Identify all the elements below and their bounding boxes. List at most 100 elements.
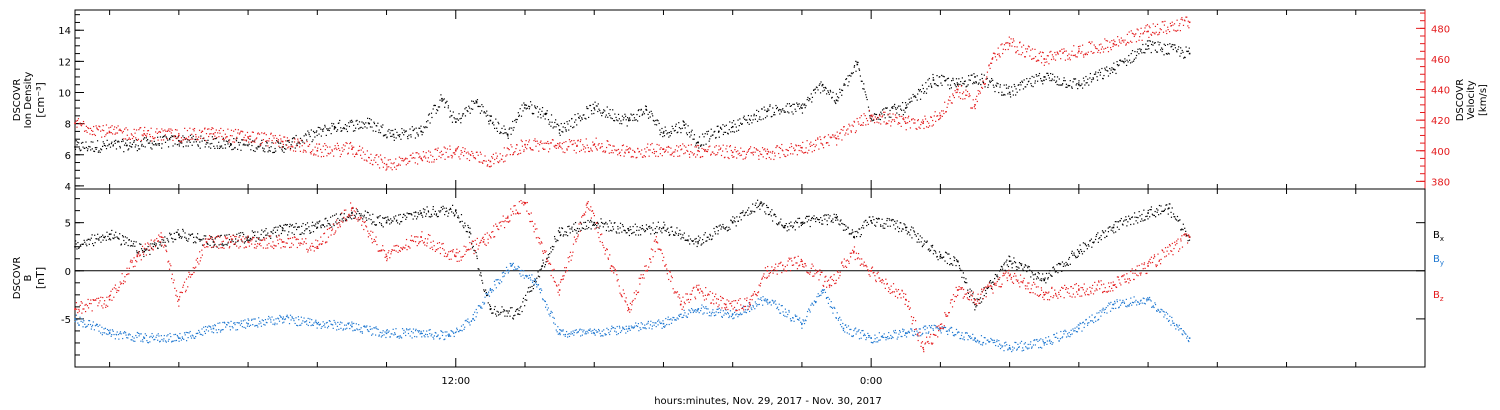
bx-series-sample bbox=[435, 214, 437, 216]
bx-series-sample bbox=[747, 214, 749, 216]
velocity-series-sample bbox=[1163, 24, 1165, 26]
density-series-sample bbox=[404, 131, 406, 133]
velocity-series-sample bbox=[566, 148, 568, 150]
velocity-series-sample bbox=[364, 153, 366, 156]
by-series-sample bbox=[149, 336, 151, 338]
density-series-sample bbox=[299, 143, 301, 145]
bx-series-sample bbox=[987, 287, 990, 289]
density-series-sample bbox=[397, 134, 399, 136]
bx-series-sample bbox=[76, 248, 78, 250]
density-series-sample bbox=[529, 101, 532, 103]
velocity-series-sample bbox=[918, 126, 920, 128]
density-series-sample bbox=[295, 134, 297, 137]
bx-series-sample bbox=[888, 218, 890, 220]
bx-series-sample bbox=[184, 236, 186, 238]
bx-series-sample bbox=[710, 238, 712, 241]
velocity-series-sample bbox=[358, 145, 361, 147]
density-series-sample bbox=[197, 144, 199, 146]
bx-series-sample bbox=[524, 299, 526, 301]
velocity-series-sample bbox=[664, 150, 666, 153]
velocity-series-sample bbox=[300, 139, 303, 141]
density-series-point bbox=[1078, 83, 1080, 86]
velocity-series-sample bbox=[827, 142, 829, 144]
density-series-sample bbox=[1103, 74, 1105, 77]
density-series-sample bbox=[609, 114, 611, 117]
density-series-sample bbox=[338, 122, 340, 124]
velocity-series-sample bbox=[107, 132, 109, 134]
velocity-series-sample bbox=[917, 120, 919, 122]
bx-series-sample bbox=[502, 311, 504, 313]
density-series-sample bbox=[972, 83, 974, 85]
velocity-series-sample bbox=[456, 147, 459, 149]
velocity-series-sample bbox=[636, 156, 638, 159]
by-series-sample bbox=[295, 317, 297, 319]
bx-series-sample bbox=[1051, 275, 1053, 277]
bx-series-sample bbox=[272, 229, 274, 231]
velocity-series-sample bbox=[75, 120, 77, 122]
bx-series-sample bbox=[918, 241, 920, 243]
density-series-sample bbox=[79, 150, 81, 152]
bx-series-sample bbox=[1042, 278, 1044, 280]
by-series-sample bbox=[254, 318, 256, 320]
density-series-sample bbox=[349, 120, 351, 122]
by-series-sample bbox=[239, 324, 242, 326]
velocity-series-sample bbox=[496, 155, 499, 157]
density-series-sample bbox=[581, 118, 583, 120]
density-series-sample bbox=[737, 129, 740, 131]
bx-series-sample bbox=[120, 243, 123, 245]
velocity-series-sample bbox=[989, 62, 992, 64]
density-series-sample bbox=[994, 90, 996, 93]
density-series-sample bbox=[1023, 79, 1025, 81]
velocity-series-sample bbox=[1026, 48, 1029, 50]
bx-series-sample bbox=[697, 235, 700, 237]
bx-series-sample bbox=[621, 231, 623, 233]
by-series-sample bbox=[189, 330, 191, 333]
bx-series-sample bbox=[948, 253, 950, 255]
velocity-series-sample bbox=[592, 144, 594, 146]
velocity-series-sample bbox=[1065, 50, 1067, 52]
density-series-sample bbox=[513, 126, 515, 129]
velocity-series-sample bbox=[869, 117, 871, 119]
by-series-sample bbox=[357, 329, 359, 331]
density-series-sample bbox=[1077, 88, 1079, 90]
velocity-series-sample bbox=[894, 114, 897, 116]
by-series-sample bbox=[429, 332, 431, 335]
bx-series-sample bbox=[953, 256, 955, 258]
bx-series-sample bbox=[319, 220, 321, 222]
bx-series-sample bbox=[226, 244, 228, 246]
density-series-sample bbox=[782, 108, 784, 110]
density-series-sample bbox=[764, 109, 766, 111]
velocity-series-sample bbox=[501, 158, 503, 161]
velocity-series-sample bbox=[1062, 51, 1064, 54]
density-series-sample bbox=[228, 146, 231, 148]
bx-series-sample bbox=[470, 233, 472, 235]
bx-series-sample bbox=[294, 226, 296, 228]
density-series-sample bbox=[449, 116, 451, 118]
bx-series-sample bbox=[175, 231, 177, 233]
velocity-series-sample bbox=[992, 52, 995, 54]
velocity-series-sample bbox=[499, 153, 501, 155]
velocity-series-sample bbox=[785, 155, 787, 158]
bx-series-sample bbox=[686, 239, 688, 242]
by-series-sample bbox=[372, 333, 374, 335]
velocity-series-sample bbox=[683, 153, 685, 155]
bx-series-sample bbox=[810, 219, 812, 222]
velocity-series-sample bbox=[125, 127, 127, 129]
density-series-sample bbox=[411, 126, 413, 128]
velocity-series-sample bbox=[868, 109, 871, 112]
bx-series-sample bbox=[288, 226, 291, 228]
velocity-series-sample bbox=[604, 151, 606, 154]
velocity-series-sample bbox=[1005, 42, 1007, 44]
bx-series-sample bbox=[733, 217, 736, 219]
density-series-sample bbox=[579, 115, 581, 117]
bx-series-sample bbox=[1071, 252, 1073, 254]
bx-series-sample bbox=[130, 240, 132, 242]
velocity-series-sample bbox=[956, 88, 958, 90]
velocity-series-sample bbox=[647, 143, 649, 145]
by-series-sample bbox=[129, 334, 131, 336]
bx-series-sample bbox=[141, 249, 144, 252]
density-series-sample bbox=[447, 107, 449, 109]
density-series-sample bbox=[703, 144, 705, 146]
velocity-series-sample bbox=[704, 149, 707, 151]
bx-series-sample bbox=[489, 304, 491, 306]
